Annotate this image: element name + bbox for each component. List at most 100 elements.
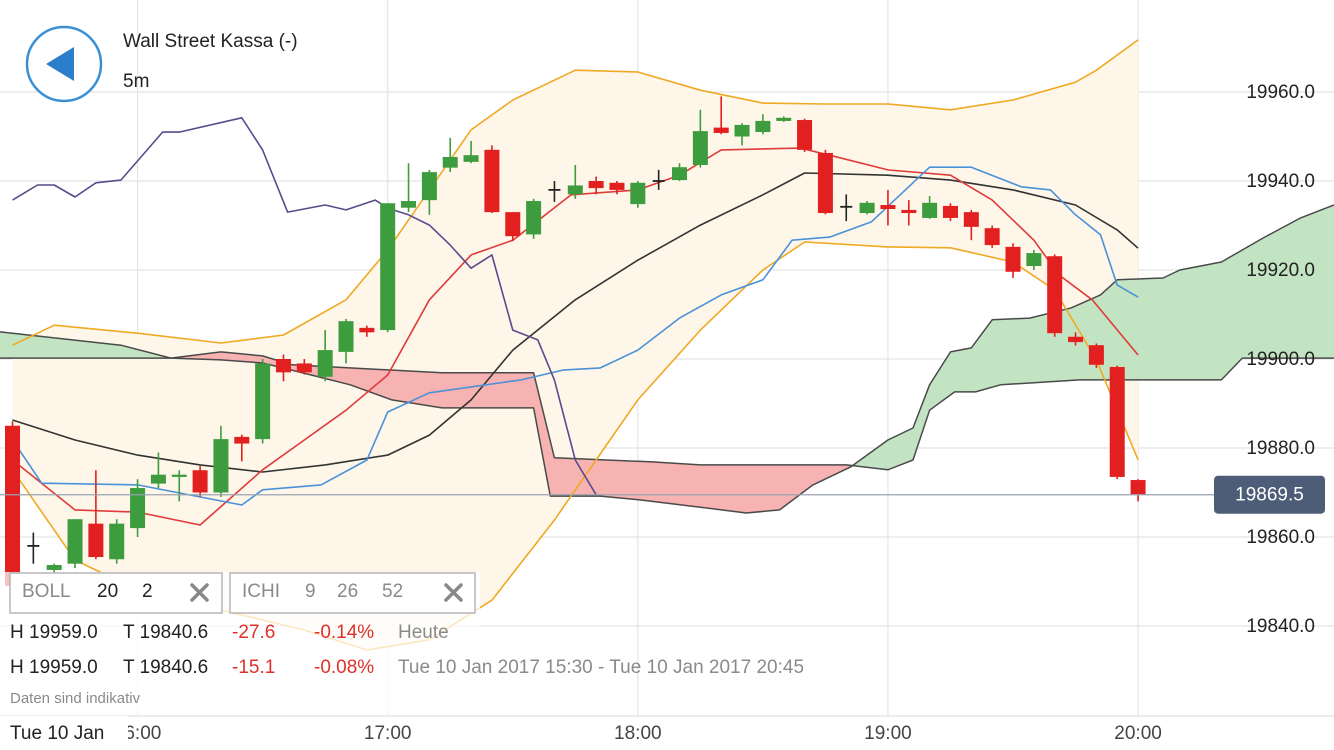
indicator-name: ICHI xyxy=(242,581,280,602)
candle-body xyxy=(1088,345,1104,365)
candle-body xyxy=(1005,246,1021,272)
cloud-fill xyxy=(0,331,173,359)
cloud-fill xyxy=(852,205,1334,470)
back-button[interactable] xyxy=(25,25,103,103)
candle-body xyxy=(630,182,646,205)
last-price-box xyxy=(1214,475,1325,514)
candle-body xyxy=(840,205,853,208)
stat-change-pct: -0.14% xyxy=(314,622,374,643)
cloud-span-b xyxy=(0,351,1334,471)
candle-body xyxy=(734,124,750,137)
candle-body xyxy=(776,117,792,121)
stat-change: -15.1 xyxy=(232,657,275,678)
candle-body xyxy=(1047,256,1063,334)
candle-body xyxy=(755,120,771,133)
candle-body xyxy=(548,189,561,191)
indicator-param: 20 xyxy=(97,581,118,602)
candle-body xyxy=(609,182,625,190)
y-tick-label: 19900.0 xyxy=(1246,349,1315,370)
candle-body xyxy=(901,209,917,214)
tenkan-line xyxy=(12,147,1139,526)
date-label: Tue 10 Jan xyxy=(10,723,104,744)
date-label-bg xyxy=(0,716,128,750)
x-tick-label: 19:00 xyxy=(864,723,912,744)
stat-period: Tue 10 Jan 2017 15:30 - Tue 10 Jan 2017 … xyxy=(398,657,804,678)
x-tick-label: 18:00 xyxy=(614,723,662,744)
candle-body xyxy=(317,350,333,377)
candle-body xyxy=(401,201,417,208)
candle-body xyxy=(567,185,583,195)
candle-body xyxy=(46,565,62,570)
candle-body xyxy=(338,321,354,352)
candle-body xyxy=(672,167,688,181)
remove-icon[interactable] xyxy=(444,583,463,602)
indicator-param: 52 xyxy=(382,581,403,602)
candle-body xyxy=(588,181,604,189)
y-tick-label: 19840.0 xyxy=(1246,616,1315,637)
candle-body xyxy=(67,519,83,564)
indicator-chip[interactable] xyxy=(229,572,476,614)
back-arrow[interactable] xyxy=(46,47,74,81)
candle-body xyxy=(963,212,979,227)
candle-body xyxy=(234,436,250,444)
candle-body xyxy=(192,470,208,493)
candle-body xyxy=(526,201,542,235)
candle-body xyxy=(130,488,146,529)
y-tick-label: 19960.0 xyxy=(1246,82,1315,103)
candle-body xyxy=(88,523,104,558)
bollinger-upper xyxy=(12,39,1139,346)
candle-body xyxy=(922,202,938,218)
cloud-fill xyxy=(173,351,853,513)
candle-body xyxy=(880,205,896,210)
candle-body xyxy=(1109,367,1125,477)
stat-high: H 19959.0 xyxy=(10,657,98,678)
bollinger-fill xyxy=(12,39,1139,650)
instrument-title: Wall Street Kassa (-) xyxy=(123,31,298,52)
candle-body xyxy=(171,474,187,477)
x-tick-label: 17:00 xyxy=(364,723,412,744)
indicator-param: 9 xyxy=(305,581,316,602)
indicator-name: BOLL xyxy=(22,581,71,602)
interval: 5m xyxy=(123,71,149,92)
stat-period: Heute xyxy=(398,622,449,643)
candle-body xyxy=(1068,336,1084,343)
candle-body xyxy=(109,523,125,560)
indicator-param: 2 xyxy=(142,581,153,602)
candle-body xyxy=(442,156,458,168)
candle-body xyxy=(652,180,665,182)
remove-icon[interactable] xyxy=(190,583,209,602)
y-tick-label: 19920.0 xyxy=(1246,260,1315,281)
candle-body xyxy=(275,359,291,373)
stat-change: -27.6 xyxy=(232,622,275,643)
candle-body xyxy=(797,120,813,150)
x-tick-label: 20:00 xyxy=(1114,723,1162,744)
candle-body xyxy=(27,545,40,547)
candle-body xyxy=(1026,253,1042,266)
candle-body xyxy=(150,474,166,484)
candle-body xyxy=(859,202,875,214)
candle-body xyxy=(463,155,479,162)
y-tick-label: 19860.0 xyxy=(1246,527,1315,548)
candle-body xyxy=(942,205,958,218)
kijun-line xyxy=(11,166,1139,506)
candle-body xyxy=(817,152,833,214)
candle-body xyxy=(421,172,437,201)
candle-body xyxy=(359,327,375,333)
candle-body xyxy=(1130,480,1146,495)
disclaimer: Daten sind indikativ xyxy=(10,690,141,707)
cloud-span-a xyxy=(0,204,1334,514)
stat-high: H 19959.0 xyxy=(10,622,98,643)
stat-change-pct: -0.08% xyxy=(314,657,374,678)
candle-body xyxy=(984,228,1000,246)
indicator-param: 26 xyxy=(337,581,358,602)
chikou-line xyxy=(12,117,597,496)
candle-body xyxy=(213,439,229,493)
stat-low: T 19840.6 xyxy=(123,657,208,678)
indicator-chip[interactable] xyxy=(9,572,223,614)
candle-body xyxy=(692,131,708,165)
y-tick-label: 19880.0 xyxy=(1246,438,1315,459)
candle-body xyxy=(255,363,271,440)
candle-body xyxy=(5,425,21,586)
